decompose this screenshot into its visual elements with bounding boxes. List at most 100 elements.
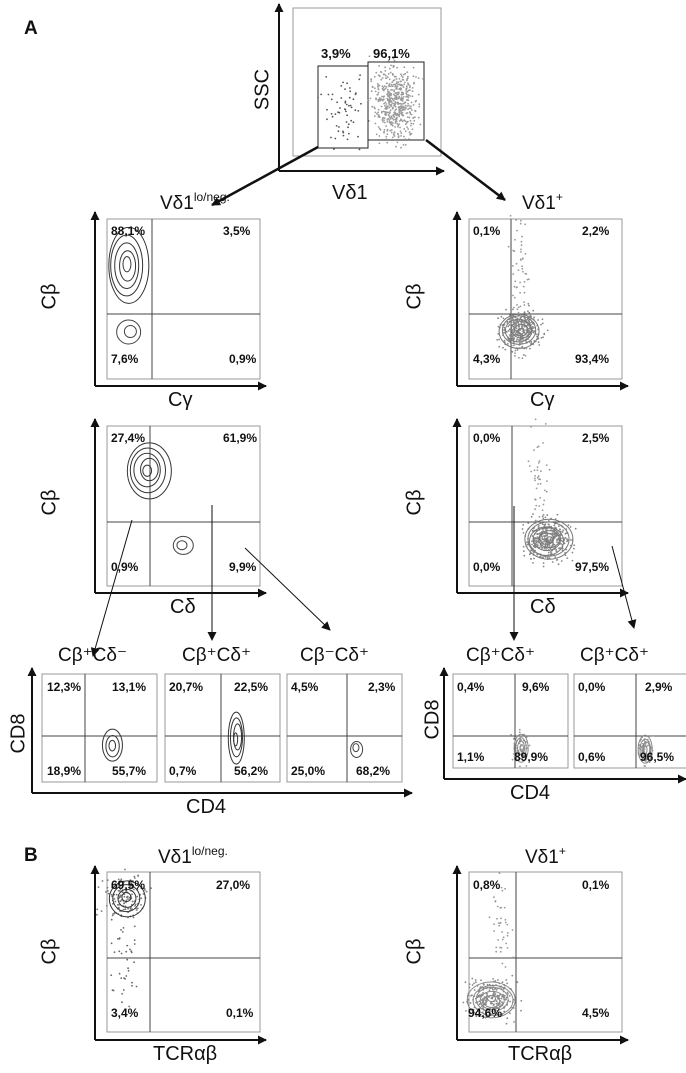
- quadrant-pct: 12,3%: [47, 680, 82, 694]
- quadrant-pct: 0,6%: [578, 750, 606, 764]
- event-dot: [536, 335, 538, 338]
- event-dot: [491, 1002, 494, 1005]
- event-dot: [118, 880, 120, 883]
- contour-ring: [123, 325, 137, 339]
- event-dot: [528, 304, 530, 307]
- event-dot: [398, 96, 401, 99]
- quadrant-pct: 4,3%: [473, 352, 501, 366]
- event-dot: [410, 101, 413, 104]
- event-dot: [536, 469, 539, 471]
- event-dot: [561, 547, 564, 550]
- event-dot: [537, 475, 540, 478]
- contour-ring: [108, 880, 146, 918]
- event-dot: [552, 544, 554, 547]
- event-dot: [383, 128, 386, 131]
- event-dot: [370, 78, 373, 81]
- event-dot: [537, 341, 540, 344]
- event-dot: [471, 984, 474, 986]
- event-dot: [512, 265, 514, 267]
- event-dot: [522, 354, 525, 356]
- quadrant-pct: 9,6%: [522, 680, 550, 694]
- quadrant-pct: 0,9%: [229, 352, 257, 366]
- event-dot: [374, 111, 377, 114]
- event-dot: [538, 478, 540, 481]
- event-dot: [497, 979, 499, 981]
- event-dot: [511, 329, 514, 332]
- event-dot: [392, 57, 395, 60]
- event-dot: [521, 270, 524, 273]
- event-dot: [496, 339, 499, 341]
- event-dot: [527, 310, 529, 313]
- event-dot: [385, 125, 387, 127]
- event-dot: [497, 333, 500, 335]
- event-dot: [374, 90, 377, 93]
- event-dot: [538, 533, 541, 535]
- event-dot: [354, 93, 357, 96]
- event-dot: [532, 551, 535, 554]
- event-dot: [542, 562, 545, 564]
- row1-right-ylabel: Cβ: [403, 283, 426, 310]
- event-dot: [493, 896, 495, 899]
- event-dot: [537, 483, 539, 485]
- event-dot: [509, 214, 512, 217]
- event-dot: [388, 106, 391, 109]
- event-dot: [390, 131, 393, 134]
- event-dot: [509, 1012, 511, 1015]
- event-dot: [96, 908, 99, 911]
- quadrant-pct: 55,7%: [112, 764, 147, 778]
- event-dot: [541, 537, 544, 540]
- event-dot: [406, 78, 408, 81]
- event-dot: [382, 86, 385, 89]
- event-dot: [500, 906, 503, 909]
- top-gate-left-pct: 3,9%: [321, 46, 351, 61]
- event-dot: [397, 133, 399, 136]
- event-dot: [400, 112, 402, 114]
- event-dot: [393, 90, 395, 93]
- event-dot: [106, 879, 109, 881]
- event-dot: [411, 87, 414, 89]
- event-dot: [517, 339, 520, 341]
- event-dot: [387, 111, 390, 114]
- event-dot: [521, 325, 523, 327]
- event-dot: [502, 317, 505, 320]
- rowb-left-xlabel: TCRαβ: [153, 1043, 218, 1065]
- event-dot: [493, 1003, 495, 1006]
- event-dot: [554, 556, 557, 559]
- event-dot: [377, 91, 380, 94]
- contour-ring: [479, 990, 505, 1010]
- event-dot: [360, 102, 362, 105]
- event-dot: [541, 523, 544, 525]
- gating-arrows: [90, 139, 637, 657]
- event-dot: [482, 983, 485, 985]
- event-dot: [520, 738, 522, 741]
- event-dot: [388, 83, 391, 85]
- event-dot: [475, 1015, 478, 1018]
- event-dot: [490, 997, 493, 999]
- contour-ring: [350, 740, 364, 758]
- event-dot: [112, 913, 114, 915]
- event-dot: [387, 113, 390, 116]
- event-dot: [512, 956, 515, 959]
- event-dot: [519, 339, 522, 342]
- event-dot: [391, 98, 394, 100]
- event-dot: [410, 132, 413, 135]
- quadrant-pct: 4,5%: [582, 1006, 610, 1020]
- event-dot: [558, 547, 560, 550]
- event-dot: [377, 126, 380, 128]
- quadrant-pct: 4,5%: [291, 680, 319, 694]
- event-dot: [525, 347, 528, 350]
- event-dot: [408, 104, 410, 107]
- quadrant-pct: 3,4%: [111, 1006, 139, 1020]
- event-dot: [494, 900, 497, 902]
- event-dot: [474, 979, 477, 981]
- event-dot: [135, 909, 138, 911]
- event-dot: [422, 77, 424, 80]
- event-dot: [127, 969, 130, 972]
- event-dot: [342, 130, 344, 133]
- event-dot: [402, 93, 405, 96]
- event-dot: [516, 981, 519, 984]
- event-dot: [541, 546, 544, 549]
- event-dot: [110, 918, 113, 921]
- event-dot: [407, 75, 409, 78]
- contour-ring: [545, 536, 554, 544]
